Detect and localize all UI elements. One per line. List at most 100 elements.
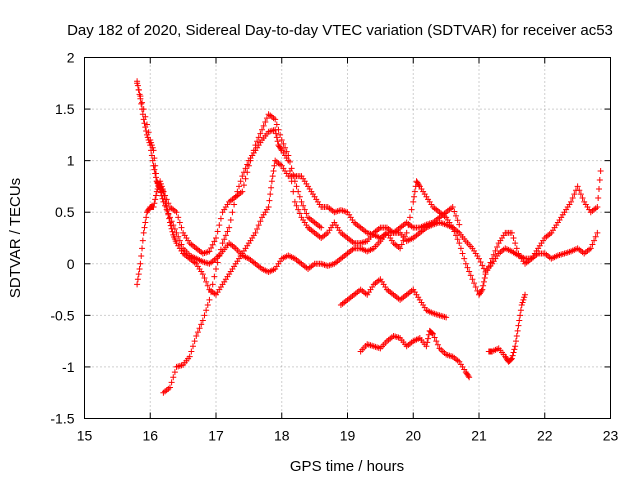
data-point-track-b [452, 232, 459, 239]
data-point-track-c [216, 253, 223, 260]
y-tick-label: -0.5 [50, 307, 74, 323]
data-point-track-b [134, 281, 141, 288]
data-point-track-b [595, 186, 602, 193]
data-point-track-f [423, 343, 430, 350]
data-point-track-b [268, 184, 275, 191]
data-point-track-d [217, 215, 224, 222]
data-point-track-b [595, 195, 602, 202]
data-point-track-g [508, 356, 515, 363]
data-point-track-d [142, 113, 149, 120]
data-point-track-g [512, 338, 519, 345]
data-point-track-c [204, 302, 211, 309]
x-tick-label: 17 [208, 428, 224, 444]
data-point-track-d [296, 193, 303, 200]
data-point-track-e [443, 314, 450, 321]
data-point-track-d [175, 214, 182, 221]
data-point-track-d [298, 198, 305, 205]
data-point-track-f [466, 374, 473, 381]
data-point-track-b [203, 278, 210, 285]
x-tick-label: 23 [603, 428, 619, 444]
data-point-track-c [168, 379, 175, 386]
data-point-track-c [277, 146, 284, 153]
data-point-track-c [274, 138, 281, 145]
data-point-track-b [165, 211, 172, 218]
data-point-track-f [431, 334, 438, 341]
data-point-track-d [148, 142, 155, 149]
data-point-track-d [262, 118, 269, 125]
data-point-track-b [406, 214, 413, 221]
data-point-track-b [143, 214, 150, 221]
data-point-track-b [397, 245, 404, 252]
data-point-track-b [480, 278, 487, 285]
data-point-track-d [240, 182, 247, 189]
data-point-track-c [203, 307, 210, 314]
data-point-track-d [277, 131, 284, 138]
data-point-track-b [137, 260, 144, 267]
data-point-track-b [577, 191, 584, 198]
data-point-track-b [136, 265, 143, 272]
data-point-track-b [494, 244, 501, 251]
data-point-track-b [411, 188, 418, 195]
data-point-track-b [481, 274, 488, 281]
data-point-track-c [188, 348, 195, 355]
data-point-track-b [568, 198, 575, 205]
data-point-track-c [171, 369, 178, 376]
data-point-track-d [160, 188, 167, 195]
data-point-track-d [260, 122, 267, 129]
data-point-track-d [250, 147, 257, 154]
data-points [134, 78, 604, 396]
data-point-track-b [456, 240, 463, 247]
data-point-track-b [513, 245, 520, 252]
data-point-track-b [169, 228, 176, 235]
data-point-track-b [166, 219, 173, 226]
data-point-track-b [257, 218, 264, 225]
data-point-track-g [508, 355, 515, 362]
data-point-track-b [464, 264, 471, 271]
data-point-track-b [167, 222, 174, 229]
data-point-track-d [176, 219, 183, 226]
data-point-track-c [236, 183, 243, 190]
data-point-track-d [318, 224, 325, 231]
x-tick-label: 21 [471, 428, 487, 444]
y-tick-label: -1.5 [50, 411, 74, 427]
data-point-track-d [178, 224, 185, 231]
x-tick-label: 15 [77, 428, 93, 444]
data-point-track-c [201, 312, 208, 319]
data-point-track-b [454, 236, 461, 243]
data-point-track-b [462, 260, 469, 267]
data-point-track-d [139, 99, 146, 106]
data-point-track-c [227, 216, 234, 223]
data-point-track-f [434, 341, 441, 348]
data-point-track-c [213, 265, 219, 272]
data-point-track-f [465, 372, 472, 379]
data-point-track-d [293, 183, 300, 190]
y-tick-label: 1 [67, 153, 75, 169]
data-point-track-b [408, 206, 415, 213]
data-point-track-b [403, 229, 410, 236]
data-point-track-b [466, 268, 473, 275]
data-point-track-c [456, 221, 463, 228]
data-point-track-b [579, 195, 586, 202]
data-point-track-b [268, 178, 275, 185]
data-point-track-g [515, 322, 522, 329]
data-point-track-b [199, 271, 206, 278]
data-point-track-b [490, 251, 497, 258]
data-point-track-d [283, 148, 290, 155]
data-point-track-b [255, 222, 262, 229]
data-point-track-b [480, 282, 487, 289]
data-point-track-a [138, 100, 145, 107]
data-point-track-b [459, 250, 466, 257]
data-point-track-d [239, 188, 246, 195]
data-point-track-f [433, 338, 440, 345]
data-point-track-c [451, 208, 458, 215]
y-tick-label: 2 [67, 50, 75, 66]
data-point-track-c [189, 343, 196, 350]
data-point-track-g [514, 327, 521, 334]
data-point-track-c [209, 281, 216, 288]
x-tick-labels: 15 16 17 18 19 20 21 22 23 [77, 428, 619, 444]
data-point-track-a [594, 229, 601, 236]
data-point-track-c [224, 228, 231, 235]
y-tick-label: -1 [62, 359, 75, 375]
data-point-track-d [301, 206, 308, 213]
